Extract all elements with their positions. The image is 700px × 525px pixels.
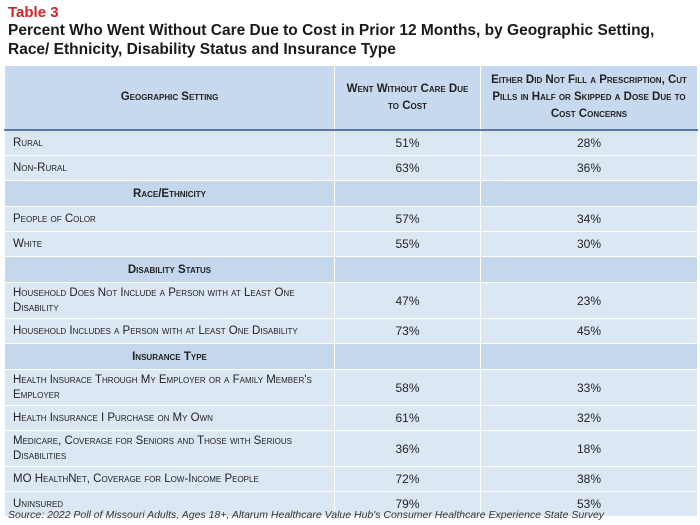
table-row: MO HealthNet, Coverage for Low-Income Pe… xyxy=(4,466,698,492)
data-table: Geographic Setting Went Without Care Due… xyxy=(4,65,698,517)
column-header-geographic-setting: Geographic Setting xyxy=(4,65,335,131)
table-row: People of Color 57% 34% xyxy=(4,206,698,232)
table-row: Medicare, Coverage for Seniors and Those… xyxy=(4,430,698,467)
prescription-value: 23% xyxy=(480,282,698,319)
section-label: Insurance Type xyxy=(4,343,335,370)
table-row: Health Insurance I Purchase on My Own 61%… xyxy=(4,405,698,431)
prescription-value: 18% xyxy=(480,430,698,467)
row-label: Household Does Not Include a Person with… xyxy=(4,282,335,319)
went-without-care-value: 51% xyxy=(334,129,481,156)
row-label: Health Insurance I Purchase on My Own xyxy=(4,405,335,431)
prescription-value: 34% xyxy=(480,206,698,232)
section-empty-cell xyxy=(480,180,698,207)
section-row: Insurance Type xyxy=(4,343,698,370)
row-label: MO HealthNet, Coverage for Low-Income Pe… xyxy=(4,466,335,492)
prescription-value: 45% xyxy=(480,318,698,344)
table-row: Non-Rural 63% 36% xyxy=(4,155,698,181)
table-row: Rural 51% 28% xyxy=(4,129,698,156)
table-label: Table 3 xyxy=(8,4,59,21)
column-header-went-without-care: Went Without Care Due to Cost xyxy=(334,65,481,131)
row-label: Rural xyxy=(4,129,335,156)
went-without-care-value: 73% xyxy=(334,318,481,344)
row-label: People of Color xyxy=(4,206,335,232)
section-empty-cell xyxy=(334,180,481,207)
table-row: White 55% 30% xyxy=(4,231,698,257)
prescription-value: 36% xyxy=(480,155,698,181)
prescription-value: 33% xyxy=(480,369,698,406)
went-without-care-value: 58% xyxy=(334,369,481,406)
table-row: Uninsured 79% 53% xyxy=(4,491,698,517)
table-row: Household Does Not Include a Person with… xyxy=(4,282,698,319)
prescription-value: 38% xyxy=(480,466,698,492)
column-header-prescription: Either Did Not Fill a Prescription, Cut … xyxy=(480,65,698,131)
table-row: Health Insurace Through My Employer or a… xyxy=(4,369,698,406)
went-without-care-value: 47% xyxy=(334,282,481,319)
row-label: Non-Rural xyxy=(4,155,335,181)
prescription-value: 53% xyxy=(480,491,698,517)
row-label: Household Includes a Person with at Leas… xyxy=(4,318,335,344)
section-empty-cell xyxy=(334,256,481,283)
table-title: Percent Who Went Without Care Due to Cos… xyxy=(8,22,655,58)
section-row: Race/Ethnicity xyxy=(4,180,698,207)
went-without-care-value: 63% xyxy=(334,155,481,181)
section-empty-cell xyxy=(480,343,698,370)
went-without-care-value: 57% xyxy=(334,206,481,232)
section-empty-cell xyxy=(334,343,481,370)
prescription-value: 30% xyxy=(480,231,698,257)
section-row: Disability Status xyxy=(4,256,698,283)
row-label: Health Insurace Through My Employer or a… xyxy=(4,369,335,406)
row-label: Medicare, Coverage for Seniors and Those… xyxy=(4,430,335,467)
row-label: White xyxy=(4,231,335,257)
source-note: Source: 2022 Poll of Missouri Adults, Ag… xyxy=(8,509,605,521)
prescription-value: 28% xyxy=(480,129,698,156)
table-row: Household Includes a Person with at Leas… xyxy=(4,318,698,344)
header-row: Geographic Setting Went Without Care Due… xyxy=(4,65,698,131)
section-label: Disability Status xyxy=(4,256,335,283)
went-without-care-value: 61% xyxy=(334,405,481,431)
went-without-care-value: 55% xyxy=(334,231,481,257)
went-without-care-value: 72% xyxy=(334,466,481,492)
section-empty-cell xyxy=(480,256,698,283)
row-label: Uninsured xyxy=(4,491,335,517)
section-label: Race/Ethnicity xyxy=(4,180,335,207)
prescription-value: 32% xyxy=(480,405,698,431)
went-without-care-value: 36% xyxy=(334,430,481,467)
